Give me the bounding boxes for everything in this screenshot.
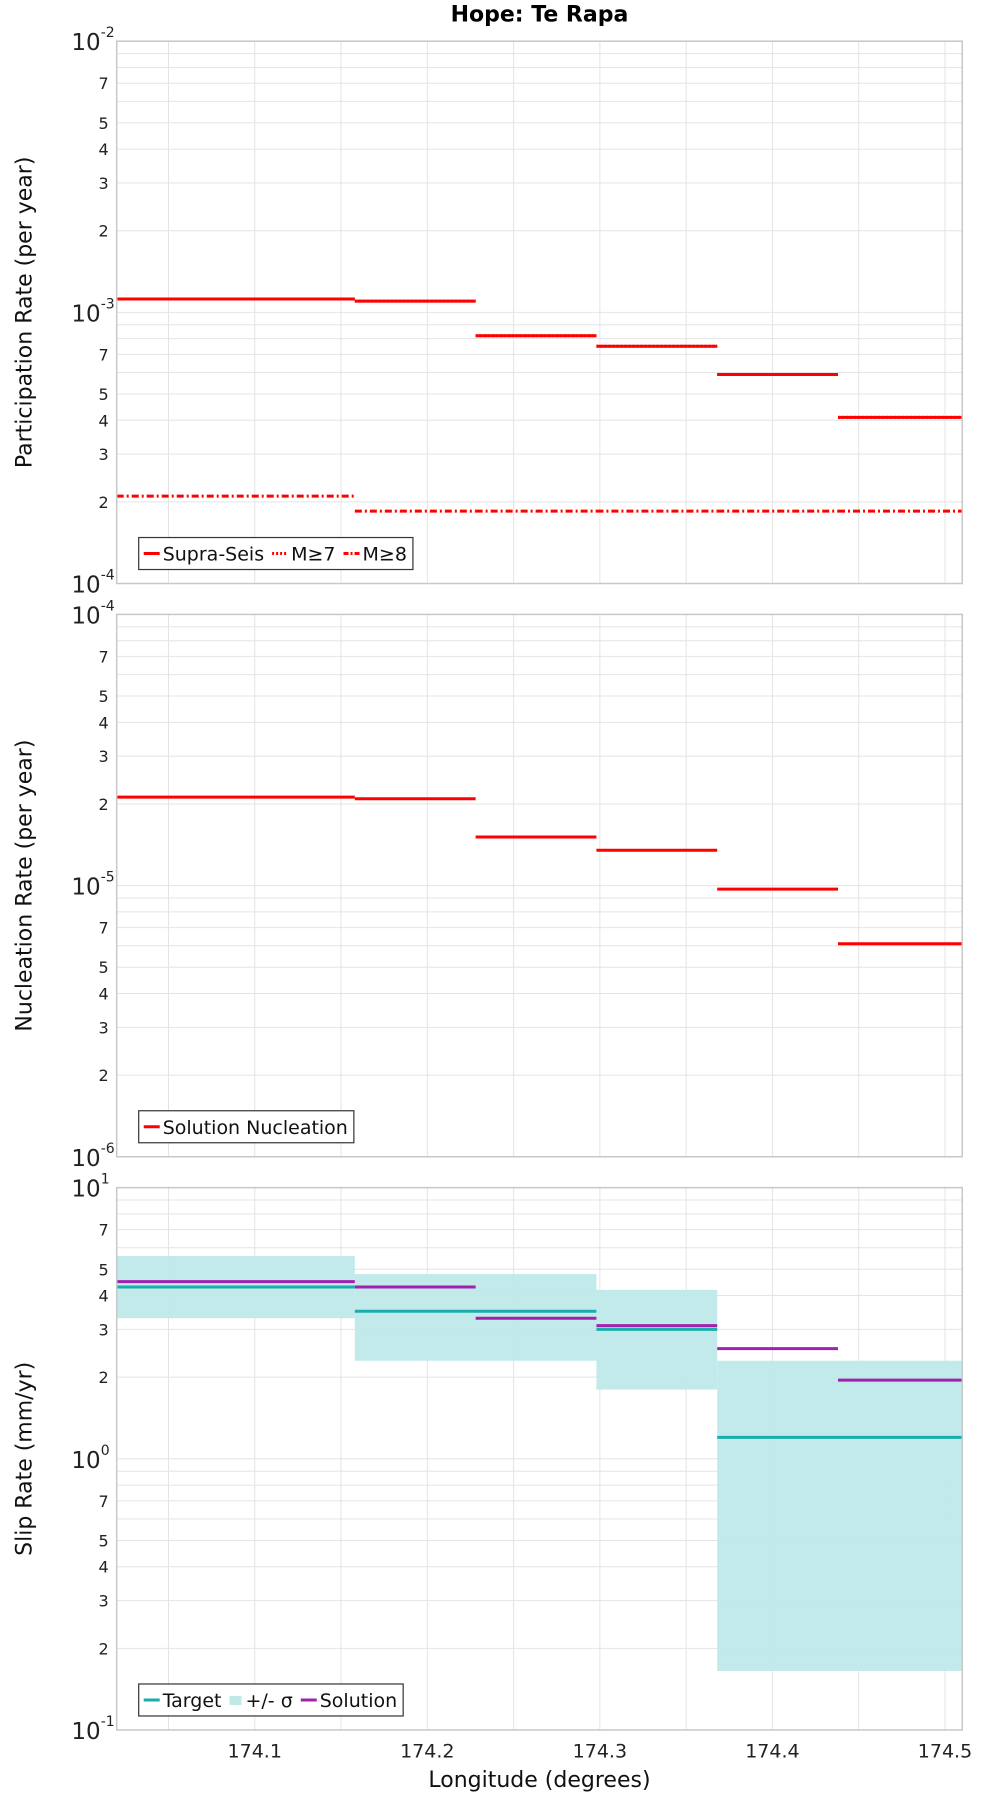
y-tick-label: 3 (99, 445, 109, 464)
y-tick-label: 2 (99, 493, 109, 512)
y-tick-label: 2 (99, 222, 109, 241)
y-tick-exponent: 0 (101, 1443, 110, 1459)
x-tick-label: 174.1 (228, 1740, 282, 1762)
legend-box (138, 536, 414, 571)
plot-frame (115, 1186, 963, 1731)
y-tick-label-major: 10 (71, 30, 100, 56)
y-tick-label: 5 (99, 687, 109, 706)
x-tick-label: 174.3 (573, 1740, 627, 1762)
legend: Target +/- σ Solution (138, 1683, 404, 1717)
y-tick-label-major: 10 (71, 1146, 100, 1172)
y-tick-label: 2 (99, 1368, 109, 1387)
legend-swatch (229, 1695, 242, 1705)
y-tick-label: 5 (99, 1531, 109, 1550)
x-axis-label: Longitude (degrees) (428, 1768, 650, 1793)
y-tick-label-major: 10 (71, 875, 100, 901)
legend-entry: Target (162, 1690, 222, 1712)
y-tick-exponent: -4 (101, 598, 115, 614)
x-tick-label: 174.5 (918, 1740, 972, 1762)
y-tick-label: 2 (99, 795, 109, 814)
y-tick-label: 5 (99, 114, 109, 133)
plot-frame (115, 40, 963, 585)
y-tick-label: 5 (99, 958, 109, 977)
y-tick-exponent: -6 (101, 1141, 115, 1157)
y-tick-label-major: 10 (71, 1177, 100, 1203)
x-tick-label: 174.2 (400, 1740, 454, 1762)
y-tick-label: 3 (99, 1320, 109, 1339)
y-tick-label: 3 (99, 747, 109, 766)
y-tick-label: 7 (99, 1492, 109, 1511)
y-tick-label: 7 (99, 919, 109, 938)
y-tick-label-major: 10 (71, 573, 100, 599)
y-tick-label: 4 (99, 713, 109, 732)
y-tick-label-major: 10 (71, 301, 100, 327)
y-tick-exponent: -1 (101, 1714, 115, 1730)
y-tick-label: 5 (99, 1260, 109, 1279)
y-tick-label: 4 (99, 984, 109, 1003)
sigma-band (717, 1360, 963, 1672)
y-tick-exponent: -4 (101, 568, 115, 584)
sigma-band (596, 1289, 718, 1390)
y-tick-label: 2 (99, 1066, 109, 1085)
legend-box (138, 1683, 404, 1717)
y-tick-label: 7 (99, 1221, 109, 1240)
y-tick-label: 5 (99, 385, 109, 404)
y-tick-label: 4 (99, 140, 109, 159)
chart-title: Hope: Te Rapa (451, 3, 629, 28)
y-axis-label: Nucleation Rate (per year) (13, 740, 38, 1032)
legend: Solution Nucleation (138, 1110, 355, 1144)
y-axis-label: Participation Rate (per year) (13, 157, 38, 469)
y-tick-label-major: 10 (71, 603, 100, 629)
y-tick-exponent: -2 (101, 25, 115, 41)
y-tick-label-major: 10 (71, 1448, 100, 1474)
y-tick-label: 3 (99, 174, 109, 193)
y-tick-label: 4 (99, 1287, 109, 1306)
y-tick-label: 7 (99, 647, 109, 666)
y-tick-label: 4 (99, 1558, 109, 1577)
y-tick-exponent: -5 (101, 870, 115, 886)
y-tick-exponent: 1 (101, 1172, 110, 1188)
y-tick-exponent: -3 (101, 296, 115, 312)
legend-entry: +/- σ (245, 1690, 292, 1712)
legend-entry: Supra-Seis (163, 544, 264, 566)
x-tick-label: 174.4 (745, 1740, 799, 1762)
legend-box (138, 1110, 355, 1144)
y-tick-label: 3 (99, 1592, 109, 1611)
y-tick-label-major: 10 (71, 1719, 100, 1745)
y-tick-label: 4 (99, 411, 109, 430)
y-tick-label: 2 (99, 1639, 109, 1658)
y-tick-label: 3 (99, 1018, 109, 1037)
legend-entry: Solution (320, 1690, 397, 1712)
plot-frame (115, 613, 963, 1158)
legend: Supra-Seis M≥7 M≥8 (138, 536, 414, 571)
legend-entry: M≥8 (363, 544, 407, 566)
y-axis-label: Slip Rate (mm/yr) (13, 1362, 38, 1556)
y-tick-label: 7 (99, 345, 109, 364)
legend-entry: Solution Nucleation (163, 1117, 348, 1139)
y-tick-label: 7 (99, 74, 109, 93)
legend-entry: M≥7 (291, 544, 335, 566)
